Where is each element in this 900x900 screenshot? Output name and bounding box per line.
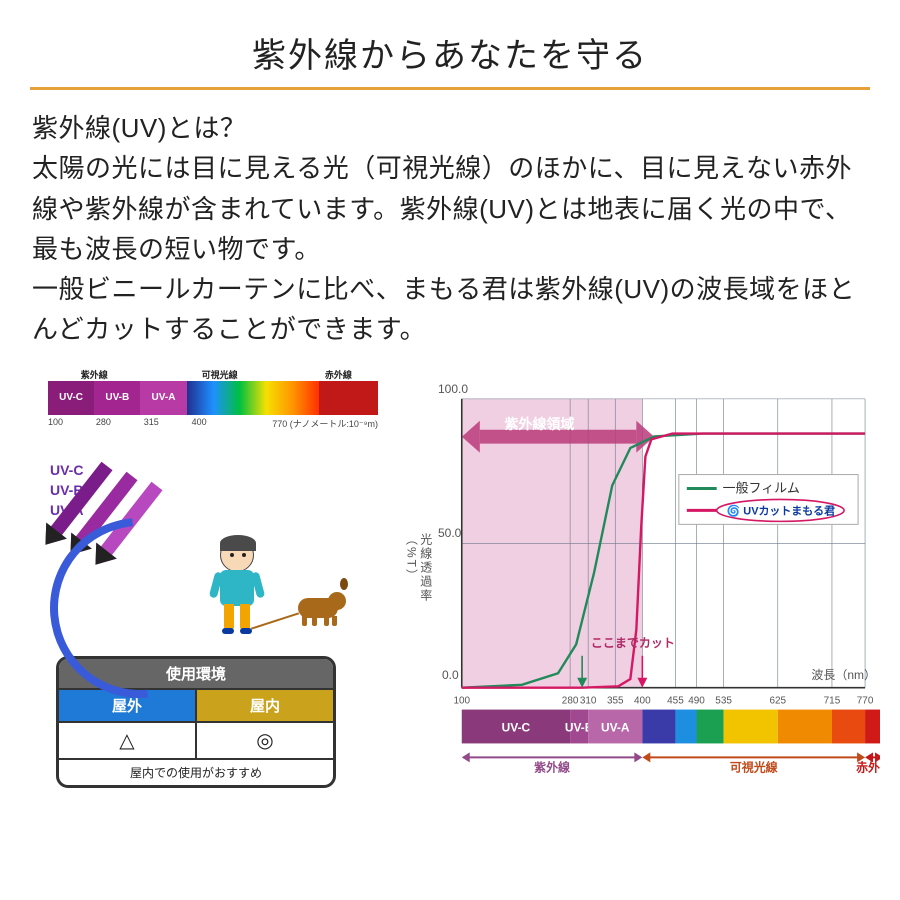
- usage-foot: 屋内での使用がおすすめ: [59, 758, 333, 785]
- svg-text:355: 355: [607, 695, 624, 706]
- usage-col2-head: 屋内: [195, 688, 333, 721]
- svg-text:🌀 UVカットまもる君: 🌀 UVカットまもる君: [727, 503, 835, 517]
- svg-text:455: 455: [667, 695, 684, 706]
- y-tick-100: 100.0: [438, 382, 468, 396]
- spectrum-mini: 紫外線可視光線赤外線 UV-CUV-BUV-A 100280315400770 …: [48, 368, 378, 432]
- y-tick-0: 0.0: [442, 668, 459, 682]
- y-axis-title: 光線透過率（%T）: [404, 533, 433, 603]
- svg-text:770: 770: [857, 695, 874, 706]
- lower-panel: 紫外線可視光線赤外線 UV-CUV-BUV-A 100280315400770 …: [0, 368, 900, 848]
- uv-illustration: UV-CUV-BUV-A: [40, 458, 390, 638]
- spectrum-uv: UV-CUV-BUV-A: [48, 381, 187, 415]
- svg-text:625: 625: [769, 695, 786, 706]
- y-tick-50: 50.0: [438, 526, 461, 540]
- svg-text:可視光線: 可視光線: [730, 759, 778, 774]
- svg-text:280: 280: [562, 695, 579, 706]
- spectrum-visible: [187, 381, 319, 415]
- svg-text:715: 715: [824, 695, 841, 706]
- svg-text:UV-C: UV-C: [502, 720, 531, 734]
- svg-text:一般フィルム: 一般フィルム: [723, 480, 800, 495]
- svg-text:UV-A: UV-A: [601, 720, 630, 734]
- uv-region-label: 紫外線領域: [498, 414, 580, 435]
- svg-text:535: 535: [715, 695, 732, 706]
- transmittance-chart: 一般フィルムUVカットまもる君🌀 UVカットまもる君 1002803103554…: [402, 368, 880, 848]
- intro-body: 太陽の光には目に見える光（可視光線）のほかに、目に見えない赤外線や紫外線が含まれ…: [32, 153, 855, 344]
- svg-text:赤外線: 赤外線: [856, 759, 880, 774]
- boy-icon: [220, 538, 254, 606]
- svg-text:490: 490: [688, 695, 705, 706]
- svg-text:310: 310: [580, 695, 597, 706]
- svg-text:400: 400: [634, 695, 651, 706]
- cut-label: ここまでカット: [591, 636, 675, 650]
- spectrum-ir: [319, 381, 378, 415]
- x-axis-title: 波長（nm）: [811, 668, 876, 682]
- left-column: 紫外線可視光線赤外線 UV-CUV-BUV-A 100280315400770 …: [20, 368, 390, 848]
- usage-col2-val: ◎: [195, 721, 333, 758]
- page-title: 紫外線からあなたを守る: [0, 0, 900, 77]
- title-underline: [30, 87, 870, 90]
- intro-heading: 紫外線(UV)とは？: [32, 113, 246, 143]
- dog-icon: [298, 598, 338, 618]
- usage-col1-val: △: [59, 721, 195, 758]
- intro-text: 紫外線(UV)とは？ 太陽の光には目に見える光（可視光線）のほかに、目に見えない…: [0, 108, 900, 368]
- svg-text:紫外線: 紫外線: [534, 759, 570, 774]
- spectrum-strip: UV-CUV-BUV-A: [48, 381, 378, 415]
- svg-text:100: 100: [453, 695, 470, 706]
- spectrum-top-labels: 紫外線可視光線赤外線: [48, 368, 378, 381]
- spectrum-ticks: 100280315400770 (ナノメートル:10⁻⁹m): [48, 415, 378, 430]
